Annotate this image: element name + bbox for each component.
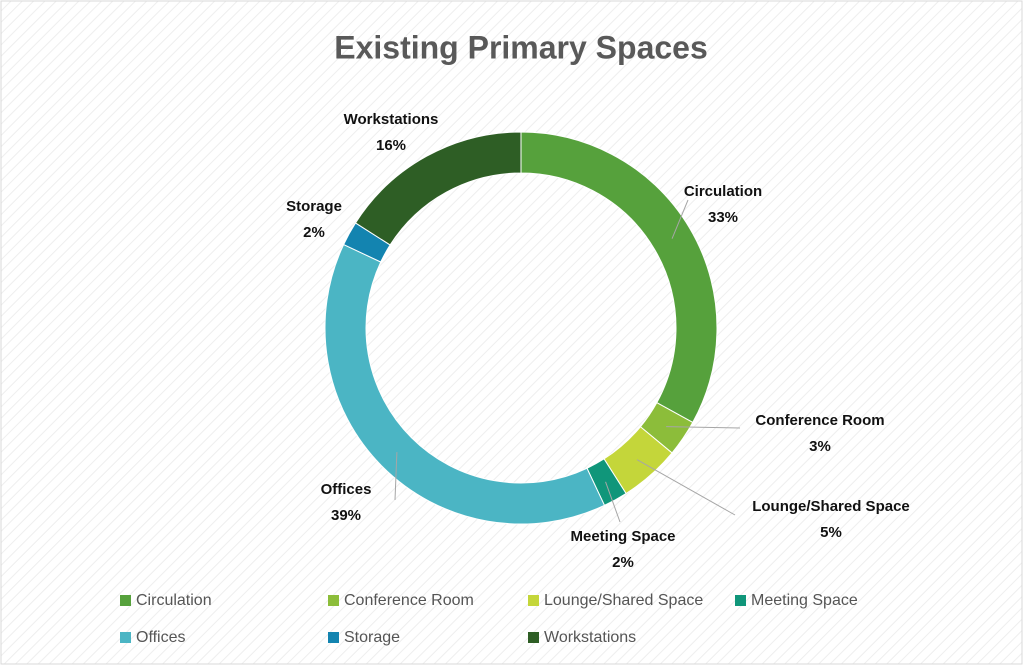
data-label-name: Conference Room: [755, 412, 884, 429]
data-label-name: Meeting Space: [570, 528, 675, 545]
data-label-value: 16%: [376, 137, 406, 154]
legend-label: Conference Room: [344, 592, 474, 609]
data-label-value: 3%: [809, 438, 831, 455]
legend-label: Lounge/Shared Space: [544, 592, 703, 609]
data-label-value: 33%: [708, 209, 738, 226]
chart-title: Existing Primary Spaces: [334, 29, 708, 65]
data-label-name: Circulation: [684, 183, 762, 200]
donut-segment: [354, 131, 522, 246]
legend-label: Workstations: [544, 629, 636, 646]
data-label-value: 2%: [303, 224, 325, 241]
leader-line: [666, 426, 741, 429]
donut-segment: [324, 243, 606, 525]
legend-swatch: [328, 595, 339, 606]
legend-swatch: [120, 632, 131, 643]
legend-label: Offices: [136, 629, 186, 646]
legend-label: Meeting Space: [751, 592, 858, 609]
data-label-value: 5%: [820, 524, 842, 541]
data-label-name: Workstations: [344, 111, 439, 128]
leader-line: [605, 481, 621, 523]
leader-line: [671, 199, 689, 239]
legend-swatch: [120, 595, 131, 606]
data-label-value: 2%: [612, 554, 634, 571]
legend-swatch: [735, 595, 746, 606]
legend-swatch: [528, 632, 539, 643]
data-label-value: 39%: [331, 507, 361, 524]
legend-swatch: [528, 595, 539, 606]
legend-label: Circulation: [136, 592, 212, 609]
data-label-name: Storage: [286, 198, 342, 215]
data-label-name: Lounge/Shared Space: [752, 498, 910, 515]
legend-swatch: [328, 632, 339, 643]
leader-line: [394, 452, 398, 501]
leader-line: [636, 459, 736, 516]
legend-label: Storage: [344, 629, 400, 646]
data-label-name: Offices: [321, 481, 372, 498]
